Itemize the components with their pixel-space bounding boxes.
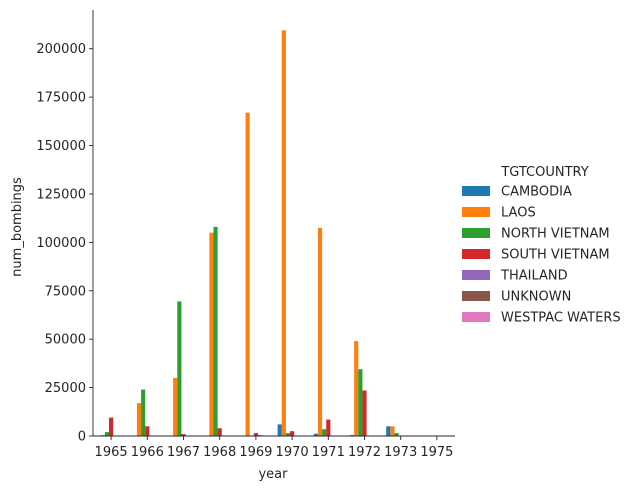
bar-laos-1965 (100, 435, 105, 436)
legend-label: LAOS (501, 206, 536, 221)
y-tick-label: 125000 (36, 187, 86, 202)
bar-south-vietnam-1970 (290, 431, 295, 436)
legend-swatch (462, 228, 490, 238)
y-axis-label: num_bombings (10, 177, 25, 277)
legend-label: SOUTH VIETNAM (501, 248, 610, 263)
y-axis: 0 25000 50000 75000 100000 125000 150000 175000… (36, 10, 94, 445)
bar-laos-1971 (317, 227, 323, 436)
y-tick-label: 200000 (36, 42, 86, 57)
x-tick-label: 1972 (348, 445, 381, 460)
legend-swatch (462, 312, 490, 322)
x-tick-label: 1971 (312, 445, 345, 460)
bar-north-vietnam-1972 (358, 369, 363, 436)
y-tick-label: 25000 (45, 381, 86, 396)
bar-laos-1966 (136, 403, 142, 436)
legend-label: WESTPAC WATERS (501, 311, 621, 326)
y-tick-label: 100000 (36, 236, 86, 251)
x-axis-label: year (258, 467, 288, 482)
bar-south-vietnam-1972 (362, 390, 367, 436)
bar-cambodia-1971 (313, 433, 318, 436)
bar-north-vietnam-1973 (394, 433, 399, 436)
legend-label: CAMBODIA (501, 185, 572, 200)
legend-title: TGTCOUNTRY (500, 165, 588, 180)
x-tick-label: 1967 (167, 445, 200, 460)
bar-laos-1967 (173, 377, 178, 436)
legend-swatch (462, 291, 490, 301)
x-tick-label: 1965 (95, 445, 128, 460)
y-tick-label: 75000 (45, 284, 86, 299)
bar-cambodia-1970 (277, 424, 282, 436)
bar-south-vietnam-1967 (181, 434, 186, 436)
x-tick-label: 1973 (384, 445, 417, 460)
bar-laos-1968 (209, 232, 214, 436)
bar-thailand-1969 (257, 435, 263, 436)
legend-swatch (462, 186, 490, 196)
y-tick-label: 50000 (45, 333, 86, 348)
legend-label: THAILAND (500, 269, 568, 284)
y-tick-label: 0 (78, 430, 86, 445)
legend-label: UNKNOWN (501, 290, 571, 305)
bar-south-vietnam-1966 (145, 426, 150, 436)
y-tick-label: 175000 (36, 91, 86, 106)
legend-swatch (462, 249, 490, 259)
x-tick-label: 1968 (203, 445, 236, 460)
legend: TGTCOUNTRY CAMBODIA LAOS NORTH VIETNAM SOUT… (462, 165, 621, 326)
bar-laos-1972 (354, 341, 359, 436)
legend-swatch (462, 270, 490, 280)
bar-south-vietnam-1968 (217, 428, 222, 436)
bar-north-vietnam-1965 (104, 432, 110, 436)
x-tick-label: 1966 (131, 445, 164, 460)
bar-north-vietnam-1967 (177, 301, 182, 436)
legend-label: NORTH VIETNAM (501, 227, 610, 242)
x-tick-label: 1975 (420, 445, 453, 460)
bar-south-vietnam-1969 (253, 433, 258, 436)
bar-north-vietnam-1968 (213, 226, 218, 436)
bar-laos-1970 (281, 30, 286, 437)
y-tick-label: 150000 (36, 139, 86, 154)
bar-south-vietnam-1971 (326, 419, 331, 436)
bars-group (100, 30, 399, 437)
bar-south-vietnam-1965 (109, 417, 114, 436)
bar-laos-1973 (390, 426, 395, 436)
x-tick-label: 1969 (239, 445, 272, 460)
bar-north-vietnam-1966 (141, 389, 146, 436)
x-tick-label: 1970 (276, 445, 309, 460)
x-axis: 1965 1966 1967 1968 1969 1970 1971 1972 1973 1975 (93, 435, 455, 460)
bar-laos-1969 (245, 112, 250, 436)
bar-north-vietnam-1970 (285, 433, 291, 436)
bar-north-vietnam-1971 (322, 429, 327, 436)
bar-cambodia-1972 (350, 435, 355, 436)
legend-swatch (462, 207, 490, 217)
bar-cambodia-1973 (386, 426, 391, 436)
